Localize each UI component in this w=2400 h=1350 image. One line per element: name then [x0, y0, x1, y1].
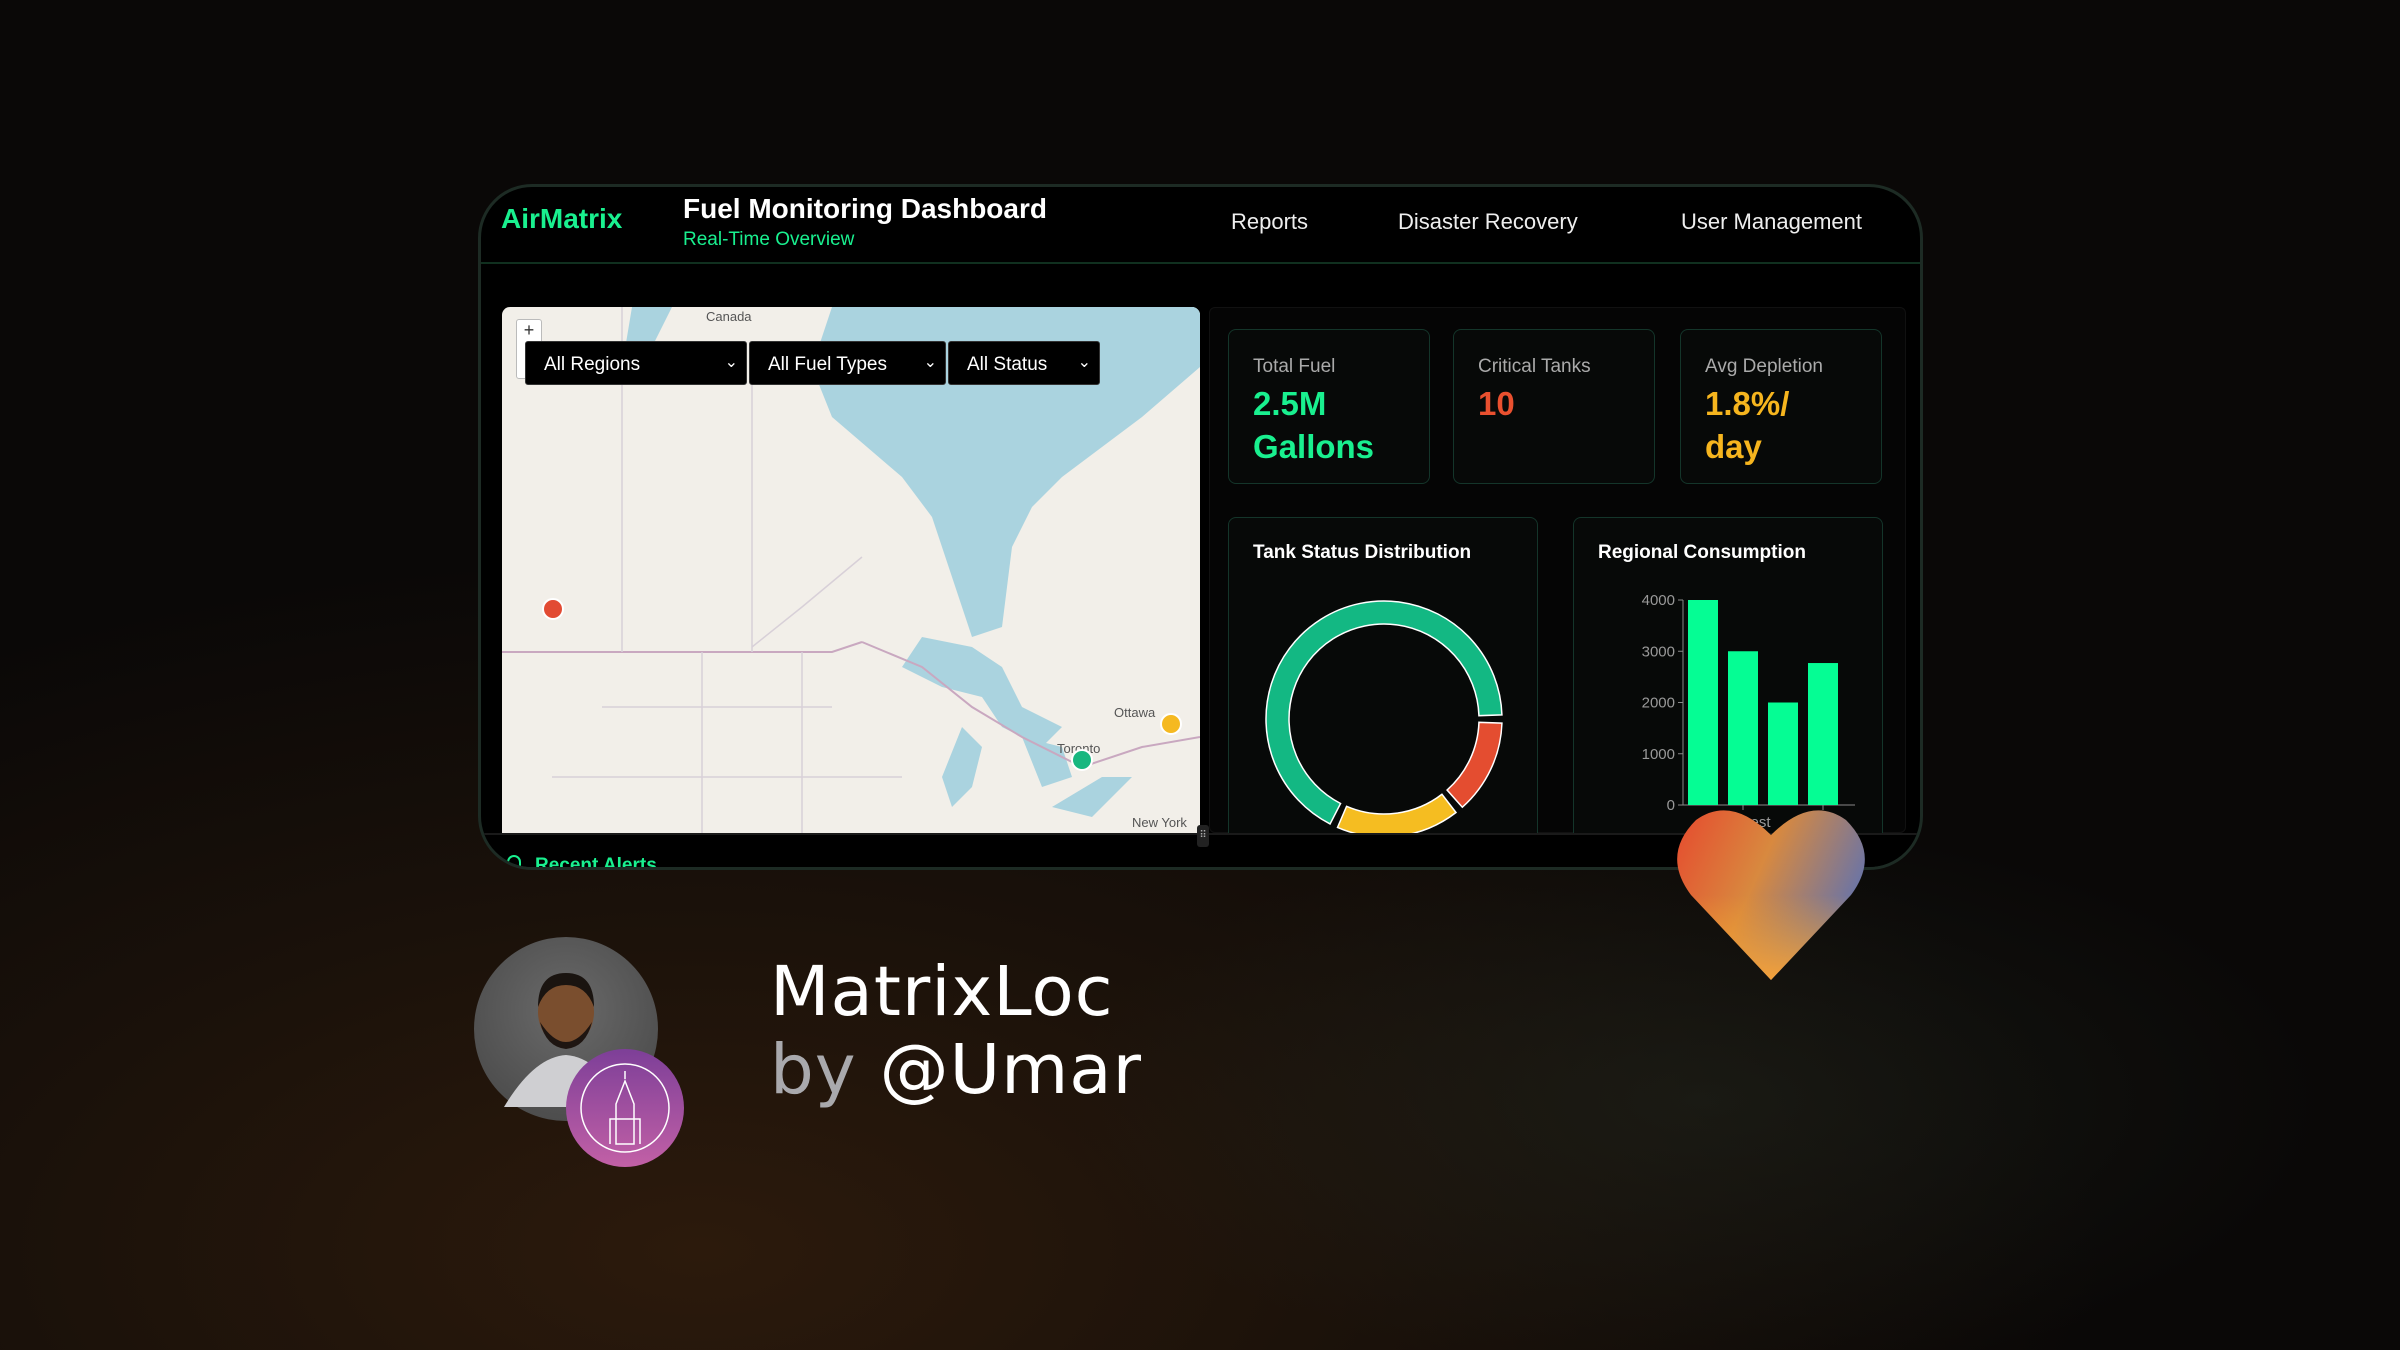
- y-tick-label: 3000: [1642, 643, 1675, 660]
- stat-card-avg-depletion: Avg Depletion 1.8%/ day: [1680, 329, 1882, 484]
- bar[interactable]: [1688, 600, 1718, 805]
- stat-card-critical-tanks: Critical Tanks 10: [1453, 329, 1655, 484]
- y-tick-label: 2000: [1642, 695, 1675, 712]
- y-tick-label: 0: [1667, 797, 1675, 814]
- nav-reports[interactable]: Reports: [1231, 209, 1309, 234]
- stat-label: Critical Tanks: [1478, 356, 1591, 377]
- donut-chart: [1265, 600, 1503, 838]
- page-subtitle: Real-Time Overview: [683, 229, 855, 250]
- bar-chart: 01000200030004000MidwestWest: [1642, 592, 1855, 831]
- status-select-value: All Status: [967, 354, 1048, 375]
- stat-value: 10: [1478, 385, 1515, 422]
- dashboard-window: AirMatrix Fuel Monitoring Dashboard Real…: [478, 184, 1923, 870]
- donut-slice[interactable]: [1446, 721, 1503, 809]
- author-handle: @Umar: [879, 1030, 1142, 1110]
- stat-label: Total Fuel: [1253, 356, 1336, 377]
- stat-value: 2.5M Gallons: [1253, 385, 1375, 465]
- stat-label: Avg Depletion: [1705, 356, 1823, 377]
- nav-user-management[interactable]: User Management: [1681, 209, 1862, 234]
- bar[interactable]: [1728, 651, 1758, 805]
- tower-badge-icon: [566, 1049, 684, 1167]
- y-tick-label: 4000: [1642, 592, 1675, 609]
- page-title: Fuel Monitoring Dashboard: [683, 193, 1047, 224]
- map-tiles: [502, 307, 1200, 833]
- region-select[interactable]: All Regions ⌄: [525, 341, 747, 385]
- heart-icon: [1677, 810, 1865, 980]
- nav-disaster-recovery[interactable]: Disaster Recovery: [1398, 209, 1578, 234]
- author-line: by @Umar: [770, 1030, 1142, 1110]
- region-select-value: All Regions: [544, 354, 641, 375]
- bar[interactable]: [1808, 663, 1838, 805]
- bar[interactable]: [1768, 702, 1798, 806]
- by-label: by: [770, 1030, 857, 1110]
- chart-title: Tank Status Distribution: [1253, 542, 1472, 563]
- tank-status-card: Tank Status Distribution: [1228, 517, 1538, 857]
- bell-icon: [507, 855, 521, 867]
- stat-value: 1.8%/ day: [1705, 385, 1790, 465]
- status-select[interactable]: All Status ⌄: [948, 341, 1100, 385]
- chevron-down-icon: ⌄: [724, 354, 738, 371]
- brand-logo[interactable]: AirMatrix: [501, 203, 623, 234]
- project-name: MatrixLoc: [770, 952, 1114, 1032]
- header-divider: [481, 262, 1920, 264]
- donut-slice[interactable]: [1265, 600, 1503, 825]
- tank-marker-critical[interactable]: [542, 598, 564, 620]
- donut-slice[interactable]: [1336, 793, 1458, 838]
- stat-card-total-fuel: Total Fuel 2.5M Gallons: [1228, 329, 1430, 484]
- alerts-title: Recent Alerts: [535, 855, 657, 870]
- map[interactable]: + Canada Ottawa Toronto New York All Reg…: [502, 307, 1200, 833]
- tank-marker-normal[interactable]: [1071, 749, 1093, 771]
- fuel-type-select[interactable]: All Fuel Types ⌄: [749, 341, 946, 385]
- map-label-new-york: New York: [1132, 815, 1187, 830]
- tank-marker-warning[interactable]: [1160, 713, 1182, 735]
- chevron-down-icon: ⌄: [1077, 354, 1091, 371]
- chevron-down-icon: ⌄: [923, 354, 937, 371]
- fuel-type-select-value: All Fuel Types: [768, 354, 887, 375]
- map-label-ottawa: Ottawa: [1114, 705, 1156, 720]
- y-tick-label: 1000: [1642, 746, 1675, 763]
- chart-title: Regional Consumption: [1598, 542, 1806, 563]
- resize-handle[interactable]: ⠿: [1197, 825, 1209, 847]
- map-label-canada: Canada: [706, 309, 752, 324]
- regional-consumption-card: Regional Consumption 01000200030004000Mi…: [1573, 517, 1883, 857]
